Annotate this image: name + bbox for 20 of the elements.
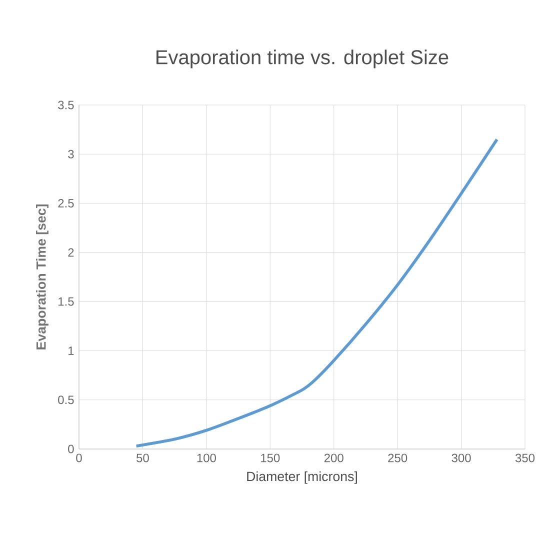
x-tick-label: 350 [515, 454, 535, 462]
y-tick-label: 3 [68, 150, 74, 158]
y-tick-label: 2 [68, 248, 74, 257]
x-tick-label: 150 [261, 454, 280, 462]
y-tick-label: 1.5 [58, 297, 74, 306]
y-tick-label: 0 [68, 444, 74, 454]
chart-title: Evaporation time vs. droplet Size [156, 50, 448, 68]
line-series [134, 138, 498, 448]
x-tick-label: 100 [197, 454, 216, 462]
y-tick-label: 1 [68, 346, 74, 355]
x-tick-label: 200 [324, 454, 344, 462]
y-tick-label: 2.5 [58, 199, 74, 208]
y-axis-title: Evaporation Time [sec] [36, 204, 48, 350]
x-tick-label: 300 [452, 454, 471, 462]
y-tick-label: 3.5 [58, 100, 74, 110]
y-tick-label: 0.5 [58, 396, 74, 404]
x-axis-title: Diameter [microns] [247, 471, 357, 484]
x-tick-label: 0 [76, 454, 82, 462]
x-tick-label: 250 [388, 454, 408, 462]
x-tick-label: 50 [136, 454, 149, 462]
